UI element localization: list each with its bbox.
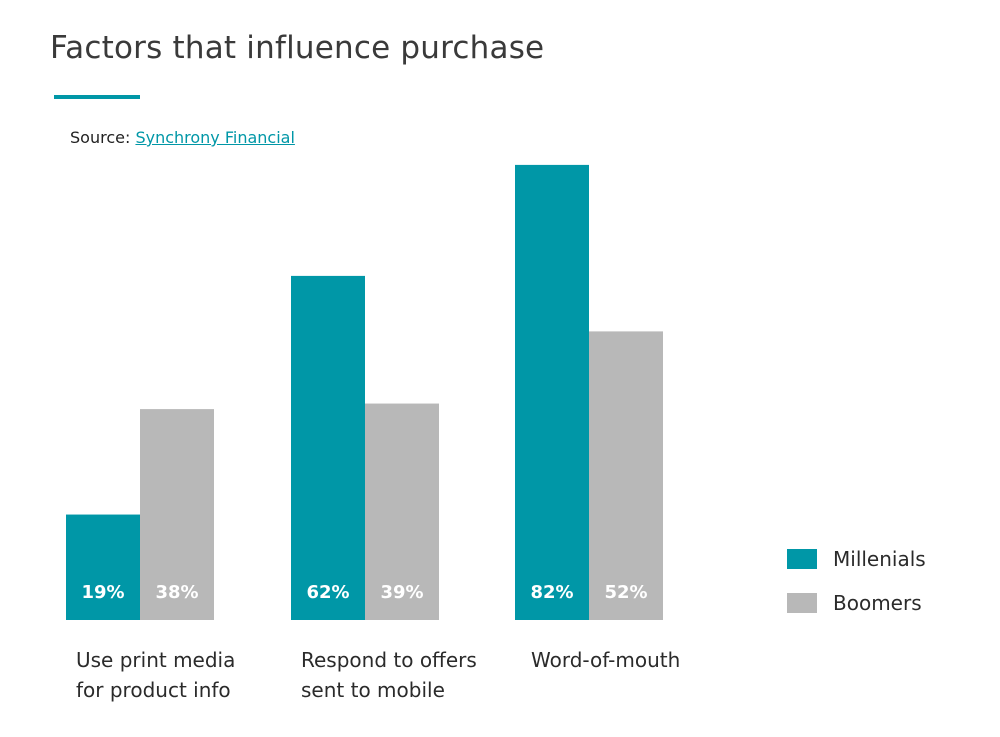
value-label-millenials-3: 82% (530, 582, 573, 603)
category-label-1-line-2: for product info (76, 678, 231, 702)
value-label-boomers-2: 39% (380, 582, 423, 603)
bars-group (66, 164, 663, 620)
source-prefix: Source: (70, 128, 136, 147)
title-underline (54, 95, 140, 99)
bar-boomers-3 (589, 331, 663, 620)
value-label-millenials-1: 19% (81, 582, 124, 603)
legend-swatch-millenials (787, 549, 817, 569)
category-label-2-line-2: sent to mobile (301, 678, 445, 702)
legend: Millenials Boomers (787, 547, 926, 615)
value-labels-group: 19% 38% 62% 39% 82% 52% (81, 582, 647, 603)
bar-millenials-2 (291, 275, 365, 620)
value-label-boomers-1: 38% (155, 582, 198, 603)
source-line: Source: Synchrony Financial (70, 128, 295, 147)
category-label-2-line-1: Respond to offers (301, 648, 477, 672)
legend-label-boomers: Boomers (833, 591, 922, 615)
bar-millenials-1 (66, 514, 140, 620)
value-label-boomers-3: 52% (604, 582, 647, 603)
bar-boomers-1 (140, 409, 214, 620)
category-label-1-line-1: Use print media (76, 648, 235, 672)
legend-label-millenials: Millenials (833, 547, 926, 571)
bar-boomers-2 (365, 403, 439, 620)
source-link[interactable]: Synchrony Financial (135, 128, 295, 147)
legend-swatch-boomers (787, 593, 817, 613)
value-label-millenials-2: 62% (306, 582, 349, 603)
category-label-3-line-1: Word-of-mouth (531, 648, 680, 672)
bar-millenials-3 (515, 164, 589, 620)
chart-title: Factors that influence purchase (50, 30, 545, 66)
category-labels-group: Use print media for product info Respond t… (76, 648, 680, 702)
